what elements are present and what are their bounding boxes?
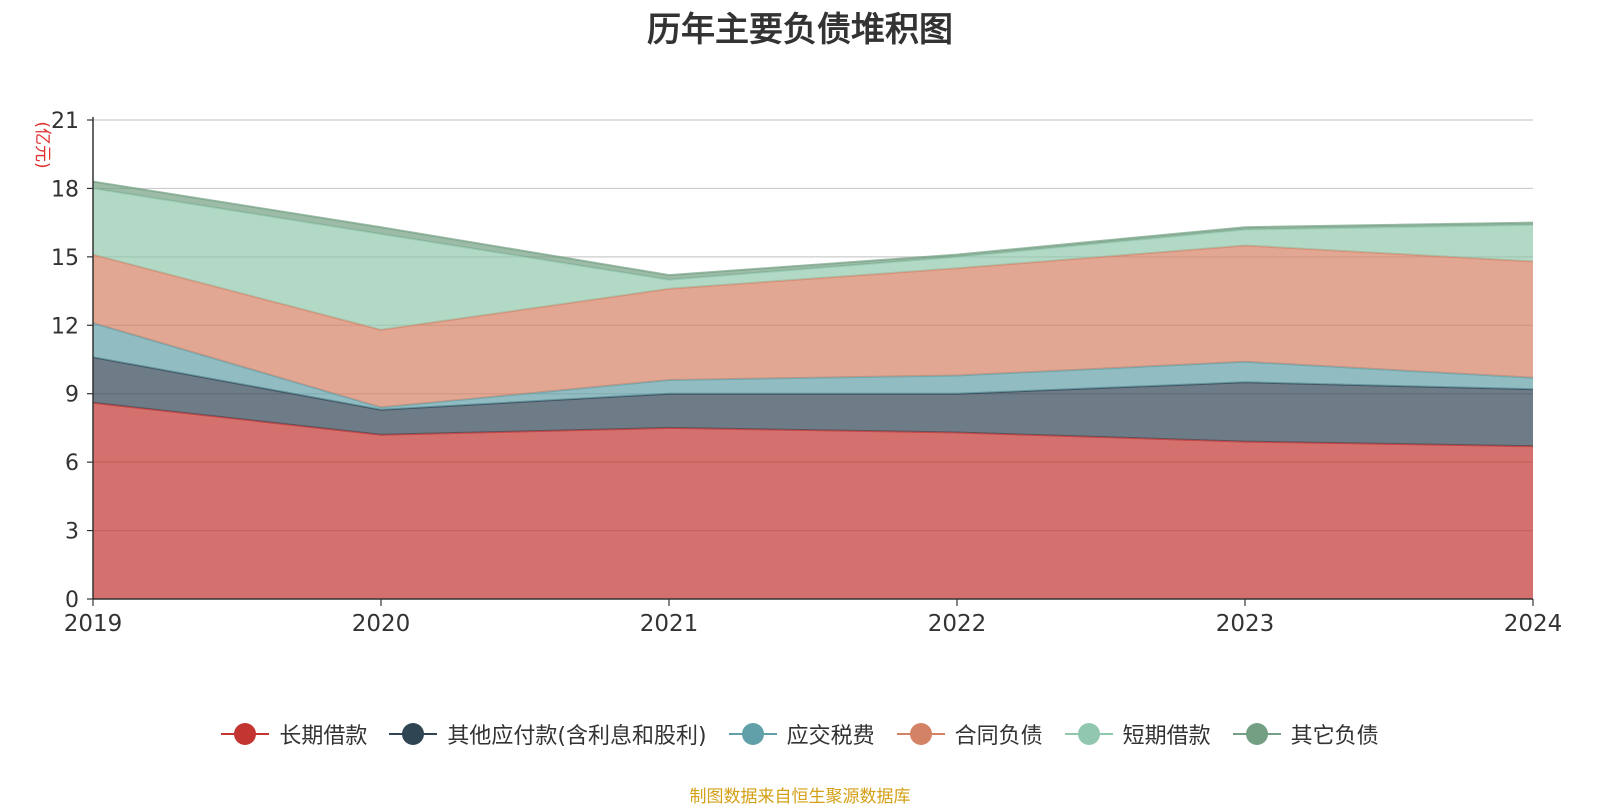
legend-label: 长期借款 [279,724,368,749]
legend-marker-icon [389,722,438,746]
legend-marker-icon [221,722,270,746]
legend-item-6[interactable]: 其它负债 [1232,718,1379,750]
axes: 0 3 6 9 12 15 18 21 2019 2020 2021 2022 2023 2024 [51,109,1562,637]
legend-item-5[interactable]: 短期借款 [1064,718,1211,750]
area-series-6 [93,181,1533,280]
y-tick-label: 3 [65,520,79,545]
legend: 长期借款 其他应付款(含利息和股利) 应交税费 合同负债 短期借款 其它负债 [0,718,1600,750]
area-series-1 [93,402,1533,599]
legend-marker-icon [896,722,945,746]
area-series-4 [93,245,1533,408]
y-tick-label: 9 [65,383,79,408]
area-series-3 [93,323,1533,410]
y-tick-label: 0 [65,588,79,613]
area-series-5 [93,188,1533,330]
legend-marker-icon [728,722,777,746]
y-tick-label: 15 [51,246,79,271]
y-tick-label: 12 [51,314,79,339]
x-tick-label: 2020 [352,611,411,637]
legend-marker-icon [1232,722,1281,746]
x-tick-label: 2021 [640,611,699,637]
legend-item-3[interactable]: 应交税费 [728,718,875,750]
y-tick-label: 21 [51,109,79,134]
legend-label: 其他应付款(含利息和股利) [447,724,707,749]
legend-marker-icon [1064,722,1113,746]
chart-title: 历年主要负债堆积图 [647,10,953,50]
series-line-6 [92,180,1534,277]
legend-label: 其它负债 [1290,724,1379,749]
x-tick-label: 2023 [1216,611,1275,637]
legend-item-4[interactable]: 合同负债 [896,718,1043,750]
x-tick-label: 2024 [1504,611,1563,637]
y-axis-unit-label: (亿元) [32,121,52,168]
legend-label: 应交税费 [786,724,875,749]
legend-item-2[interactable]: 其他应付款(含利息和股利) [389,718,707,750]
y-tick-label: 6 [65,451,79,476]
x-tick-label: 2022 [928,611,987,637]
legend-label: 合同负债 [954,724,1043,749]
area-series-layer [92,180,1534,599]
y-tick-label: 18 [51,177,79,202]
source-note: 制图数据来自恒生聚源数据库 [689,787,911,807]
legend-label: 短期借款 [1122,724,1211,749]
x-tick-label: 2019 [64,611,123,637]
legend-item-1[interactable]: 长期借款 [221,718,367,750]
area-series-2 [93,357,1533,447]
